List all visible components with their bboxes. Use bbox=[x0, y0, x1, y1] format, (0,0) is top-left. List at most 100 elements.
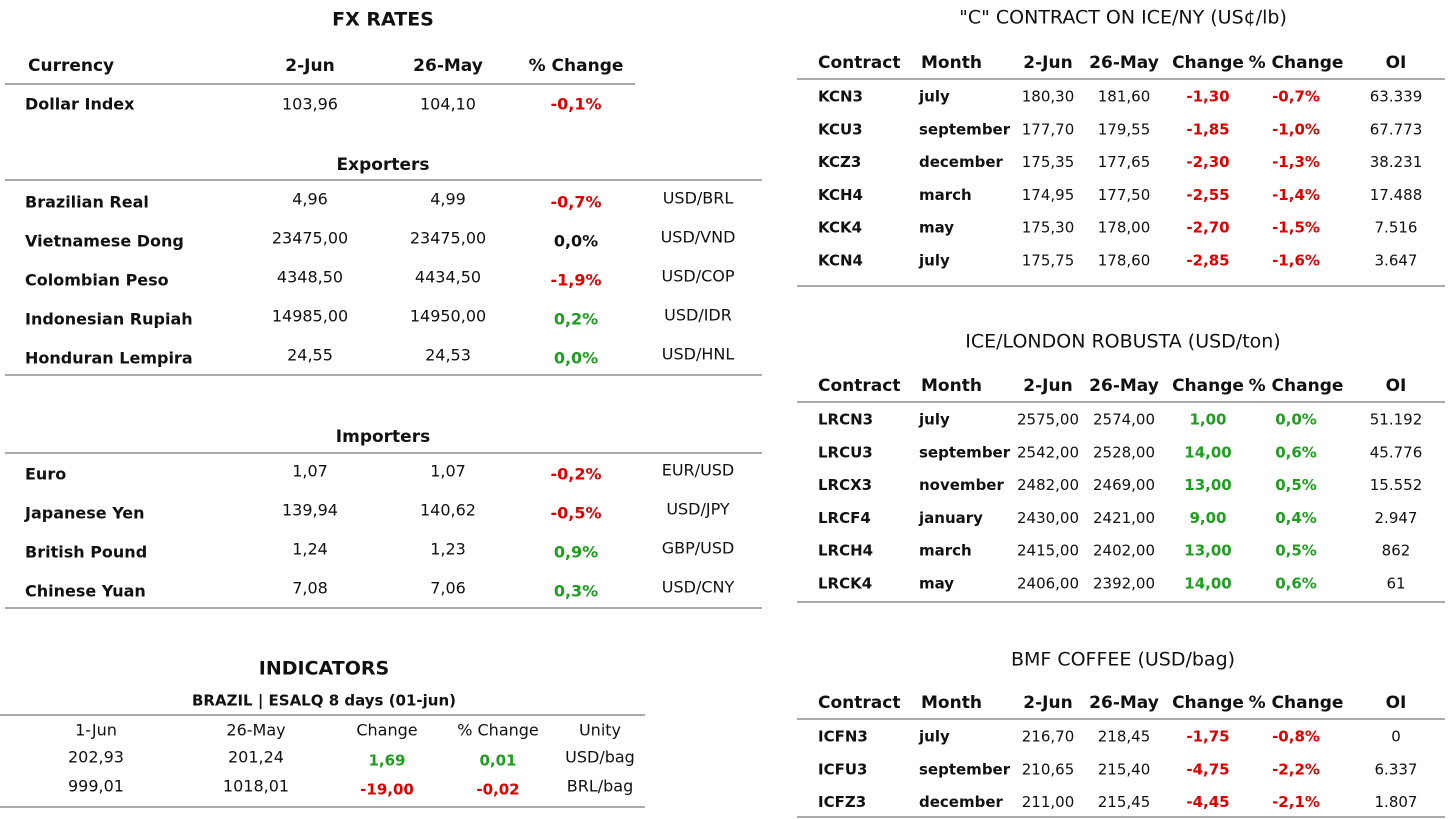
change-cell: -2,70 bbox=[1186, 219, 1229, 237]
column-header: Change bbox=[356, 721, 417, 740]
change-cell: -1,30 bbox=[1186, 88, 1229, 106]
cell: 2402,00 bbox=[1093, 542, 1155, 560]
column-header: Month bbox=[921, 693, 982, 713]
cell: 2406,00 bbox=[1017, 575, 1079, 593]
column-header: Unity bbox=[579, 721, 621, 740]
row-label: Brazilian Real bbox=[25, 193, 149, 212]
row-label: KCU3 bbox=[818, 120, 863, 138]
column-header: 1-Jun bbox=[75, 721, 117, 740]
cell: 2482,00 bbox=[1017, 476, 1079, 494]
cell: 24,53 bbox=[425, 346, 471, 365]
row-label: march bbox=[919, 542, 972, 560]
cell: 210,65 bbox=[1022, 760, 1075, 778]
cell: USD/JPY bbox=[666, 500, 730, 519]
column-header: 26-May bbox=[226, 721, 285, 740]
column-header: Contract bbox=[818, 376, 900, 396]
row-label: Japanese Yen bbox=[24, 504, 145, 523]
change-cell: -1,85 bbox=[1186, 120, 1229, 138]
cell: 2421,00 bbox=[1093, 509, 1155, 527]
cell: 862 bbox=[1382, 542, 1411, 560]
row-label: Indonesian Rupiah bbox=[25, 310, 193, 329]
cell: 2574,00 bbox=[1093, 411, 1155, 429]
row-label: LRCX3 bbox=[818, 476, 872, 494]
cell: 175,35 bbox=[1022, 153, 1075, 171]
change-cell: -1,4% bbox=[1272, 186, 1320, 204]
cell: 216,70 bbox=[1022, 728, 1075, 746]
cell: 215,40 bbox=[1098, 760, 1151, 778]
column-header: % Change bbox=[1249, 53, 1344, 73]
row-label: KCN3 bbox=[818, 88, 863, 106]
row-label: january bbox=[918, 509, 983, 527]
change-cell: 14,00 bbox=[1184, 575, 1231, 593]
cell: 7.516 bbox=[1375, 219, 1418, 237]
column-header: 26-May bbox=[1089, 376, 1159, 396]
change-cell: 1,69 bbox=[368, 752, 405, 770]
change-cell: -0,2% bbox=[550, 465, 601, 484]
cell: 181,60 bbox=[1098, 88, 1151, 106]
cell: 24,55 bbox=[287, 346, 333, 365]
cell: 1018,01 bbox=[223, 777, 289, 796]
change-cell: -1,6% bbox=[1272, 252, 1320, 270]
cell: 14985,00 bbox=[272, 307, 348, 326]
cell: 61 bbox=[1386, 575, 1405, 593]
cell: USD/IDR bbox=[664, 306, 732, 325]
cell: 7,08 bbox=[292, 579, 328, 598]
cell: 2469,00 bbox=[1093, 476, 1155, 494]
section-title: FX RATES bbox=[332, 9, 434, 31]
column-header: Contract bbox=[818, 53, 900, 73]
change-cell: -0,1% bbox=[550, 95, 601, 114]
cell: 51.192 bbox=[1370, 411, 1423, 429]
column-header: % Change bbox=[1249, 376, 1344, 396]
cell: 3.647 bbox=[1375, 252, 1418, 270]
cell: 17.488 bbox=[1370, 186, 1423, 204]
row-label: Dollar Index bbox=[25, 95, 135, 114]
row-label: ICFU3 bbox=[818, 760, 867, 778]
row-label: KCN4 bbox=[818, 252, 863, 270]
cell: USD/COP bbox=[662, 267, 735, 286]
change-cell: 0,6% bbox=[1275, 443, 1317, 461]
change-cell: -0,7% bbox=[1272, 88, 1320, 106]
cell: 1,24 bbox=[292, 540, 328, 559]
column-header: Change bbox=[1172, 693, 1244, 713]
change-cell: 9,00 bbox=[1189, 509, 1226, 527]
column-header: % Change bbox=[529, 56, 624, 76]
cell: 4434,50 bbox=[415, 268, 481, 287]
change-cell: 0,01 bbox=[479, 752, 516, 770]
cell: 139,94 bbox=[282, 501, 338, 520]
cell: 140,62 bbox=[420, 501, 476, 520]
row-label: Vietnamese Dong bbox=[25, 232, 184, 251]
change-cell: 13,00 bbox=[1184, 476, 1231, 494]
change-cell: 0,4% bbox=[1275, 509, 1317, 527]
column-header: 26-May bbox=[1089, 693, 1159, 713]
change-cell: 0,2% bbox=[554, 310, 598, 329]
change-cell: -2,85 bbox=[1186, 252, 1229, 270]
change-cell: 14,00 bbox=[1184, 443, 1231, 461]
change-cell: -2,55 bbox=[1186, 186, 1229, 204]
row-label: september bbox=[919, 443, 1011, 461]
cell: 1,07 bbox=[430, 462, 466, 481]
cell: 14950,00 bbox=[410, 307, 486, 326]
change-cell: -1,75 bbox=[1186, 728, 1229, 746]
change-cell: 0,0% bbox=[1275, 411, 1317, 429]
row-label: Honduran Lempira bbox=[25, 349, 193, 368]
change-cell: 0,0% bbox=[554, 232, 598, 251]
cell: 103,96 bbox=[282, 95, 338, 114]
row-label: British Pound bbox=[25, 543, 147, 562]
change-cell: -0,7% bbox=[550, 193, 601, 212]
section-title: INDICATORS bbox=[259, 658, 389, 680]
cell: 23475,00 bbox=[272, 229, 348, 248]
change-cell: -19,00 bbox=[360, 781, 414, 799]
cell: 2528,00 bbox=[1093, 443, 1155, 461]
cell: 175,75 bbox=[1022, 252, 1075, 270]
column-header: OI bbox=[1386, 376, 1407, 396]
cell: USD/VND bbox=[661, 228, 736, 247]
row-label: LRCF4 bbox=[818, 509, 871, 527]
cell: 1,07 bbox=[292, 462, 328, 481]
cell: 177,50 bbox=[1098, 186, 1151, 204]
cell: 2430,00 bbox=[1017, 509, 1079, 527]
cell: USD/HNL bbox=[662, 345, 735, 364]
row-label: Euro bbox=[25, 465, 66, 484]
cell: 4,96 bbox=[292, 190, 328, 209]
cell: 45.776 bbox=[1370, 443, 1423, 461]
cell: USD/bag bbox=[565, 748, 635, 767]
